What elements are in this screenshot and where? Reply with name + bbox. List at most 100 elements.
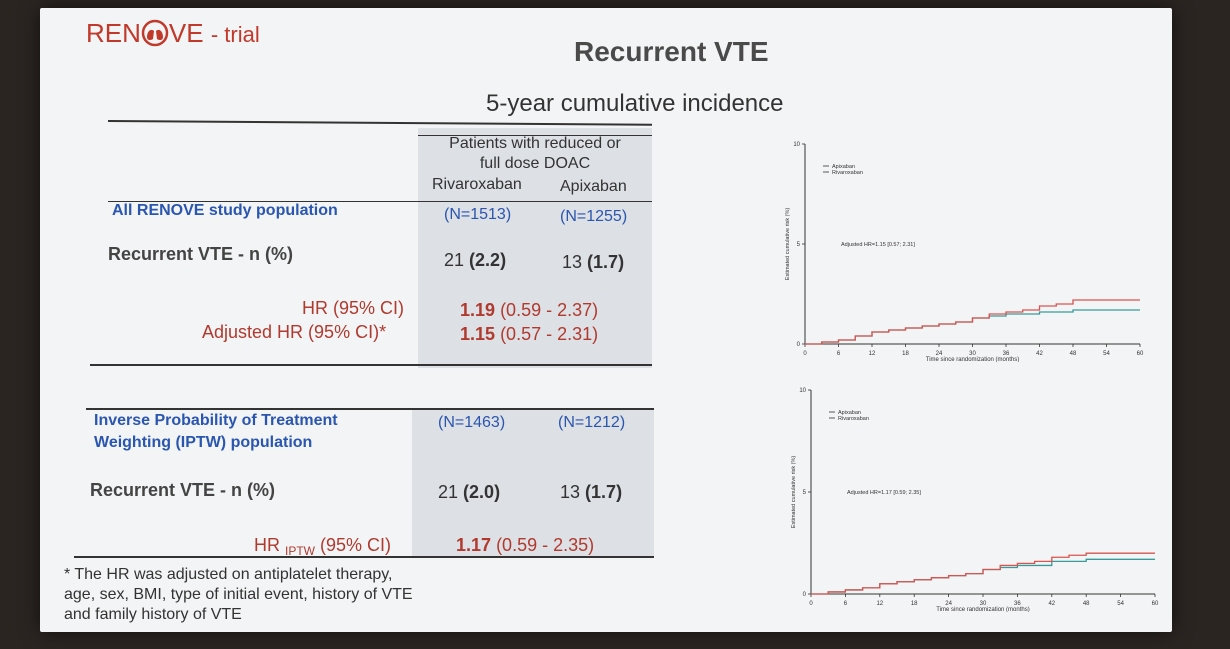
table2-hr-val: 1.17	[456, 535, 492, 555]
table1-adj-value: 1.15 (0.57 - 2.31)	[460, 324, 598, 345]
x-tick-label: 36	[1014, 601, 1021, 607]
x-tick-label: 24	[945, 601, 952, 607]
table1-population-rule	[108, 201, 652, 202]
table2-n-rivaroxaban: (N=1463)	[438, 414, 506, 431]
y-tick-label: 5	[797, 242, 801, 248]
slide: REN VE - trial Recurrent VTE 5-year cumul…	[40, 8, 1172, 632]
table1-api-pct: (1.7)	[587, 252, 625, 272]
series-line-rivaroxaban	[805, 299, 1140, 345]
km-chart-iptw-population: 0 6 12 18 24 30 36 42 48 54 60 0 5 10 Time since rando…	[791, 388, 1159, 612]
x-tick-label: 48	[1083, 601, 1090, 607]
table1-col-rivaroxaban: Rivaroxaban	[432, 176, 522, 193]
x-tick-label: 60	[1137, 351, 1144, 357]
footnote: * The HR was adjusted on antiplatelet th…	[64, 566, 413, 623]
y-axis-label: Estimated cumulative risk (%)	[785, 208, 791, 281]
legend-entry: Apixaban	[838, 410, 861, 416]
x-tick-label: 0	[809, 601, 813, 607]
chart2-marks	[811, 552, 1155, 595]
x-tick-label: 6	[837, 351, 841, 357]
x-tick-label: 30	[980, 601, 987, 607]
renove-logo: REN VE - trial	[86, 18, 260, 49]
table1-riv-value: 21 (2.2)	[444, 250, 506, 271]
table2-riv-pct: (2.0)	[463, 482, 501, 502]
y-tick-label: 5	[803, 490, 807, 496]
chart1-axes: 0 6 12 18 24 30 36 42 48 54 60 0 5 10 Time since rando…	[785, 142, 1144, 362]
table2-population-line2: Weighting (IPTW) population	[94, 434, 313, 451]
table1-adj-ci: (0.57 - 2.31)	[500, 324, 599, 344]
table1-api-value: 13 (1.7)	[562, 252, 624, 273]
x-axis-label: Time since randomization (months)	[926, 357, 1019, 362]
x-tick-label: 12	[869, 351, 876, 357]
x-tick-label: 18	[902, 351, 909, 357]
table2-hr-main: HR	[254, 535, 280, 555]
x-tick-label: 0	[803, 351, 807, 357]
table1-top-rule	[107, 120, 652, 126]
table2-api-n: 13	[560, 482, 581, 502]
table1-n-apixaban: (N=1255)	[560, 208, 628, 225]
x-tick-label: 36	[1003, 351, 1010, 357]
table1-shaded-columns	[418, 128, 652, 368]
slide-title: Recurrent VTE	[574, 36, 769, 67]
table1-population: All RENOVE study population	[112, 202, 338, 219]
table1-header-rule	[418, 135, 652, 136]
table1-hr-label: HR (95% CI)	[302, 298, 405, 318]
table2-hr-sub: IPTW	[285, 544, 316, 558]
y-tick-label: 0	[797, 342, 801, 348]
table1-header-line1: Patients with reduced or	[449, 135, 621, 152]
x-tick-label: 42	[1036, 351, 1043, 357]
table2-row-label: Recurrent VTE - n (%)	[90, 480, 276, 500]
x-tick-label: 12	[876, 601, 883, 607]
table2-hr-ci-label: (95% CI)	[320, 535, 392, 555]
table1-bottom-rule	[90, 364, 652, 366]
chart1-marks	[805, 299, 1140, 345]
table1-row-label: Recurrent VTE - n (%)	[108, 244, 294, 264]
x-tick-label: 42	[1048, 601, 1055, 607]
slide-subtitle: 5-year cumulative incidence	[486, 90, 784, 117]
legend-entry: Rivaroxaban	[832, 170, 863, 176]
table1-riv-n: 21	[444, 250, 465, 270]
table2-hr-ci: (0.59 - 2.35)	[496, 535, 595, 555]
x-tick-label: 48	[1070, 351, 1077, 357]
table1-header-line2: full dose DOAC	[479, 155, 591, 172]
table1-api-n: 13	[562, 252, 583, 272]
table2-riv-value: 21 (2.0)	[438, 482, 500, 503]
table1-adj-val: 1.15	[460, 324, 496, 344]
y-tick-label: 0	[803, 592, 807, 598]
table1-riv-pct: (2.2)	[469, 250, 507, 270]
y-tick-label: 10	[793, 142, 800, 148]
x-tick-label: 6	[844, 601, 848, 607]
table2-population-line1: Inverse Probability of Treatment	[94, 412, 338, 429]
y-axis-label: Estimated cumulative risk (%)	[791, 456, 797, 529]
table1-hr-value: 1.19 (0.59 - 2.37)	[460, 300, 598, 321]
table1-col-apixaban: Apixaban	[560, 178, 627, 195]
hr-annotation: Adjusted HR=1.15 [0.57; 2.31]	[841, 242, 915, 248]
lung-icon	[141, 19, 169, 47]
table2-api-pct: (1.7)	[585, 482, 623, 502]
table2-shaded-columns	[412, 408, 654, 556]
table2-riv-n: 21	[438, 482, 459, 502]
table2-n-apixaban: (N=1212)	[558, 414, 626, 431]
table1-n-rivaroxaban: (N=1513)	[444, 206, 512, 223]
legend-entry: Apixaban	[832, 164, 855, 170]
x-tick-label: 60	[1152, 601, 1159, 607]
table1-adj-label: Adjusted HR (95% CI)*	[202, 322, 387, 342]
logo-subtitle: - trial	[210, 22, 260, 47]
logo-text: REN	[86, 18, 141, 48]
km-chart-all-population: 0 6 12 18 24 30 36 42 48 54 60 0 5 10 Time since rando…	[785, 142, 1144, 362]
table2-hr-value: 1.17 (0.59 - 2.35)	[456, 535, 594, 556]
hr-annotation: Adjusted HR=1.17 [0.59; 2.35]	[847, 490, 921, 496]
chart2-axes: 0 6 12 18 24 30 36 42 48 54 60 0 5 10 Time since rando…	[791, 388, 1159, 612]
table2-hr-label: HR IPTW (95% CI)	[254, 535, 391, 558]
x-tick-label: 54	[1103, 351, 1110, 357]
table1-hr-val: 1.19	[460, 300, 496, 320]
x-tick-label: 30	[969, 351, 976, 357]
table2-top-rule	[86, 408, 654, 410]
y-tick-label: 10	[799, 388, 806, 394]
table1-hr-ci: (0.59 - 2.37)	[500, 300, 599, 320]
logo-text-2: VE	[168, 18, 204, 48]
x-tick-label: 18	[911, 601, 918, 607]
table2-api-value: 13 (1.7)	[560, 482, 622, 503]
x-axis-label: Time since randomization (months)	[936, 607, 1029, 612]
x-tick-label: 54	[1117, 601, 1124, 607]
x-tick-label: 24	[936, 351, 943, 357]
